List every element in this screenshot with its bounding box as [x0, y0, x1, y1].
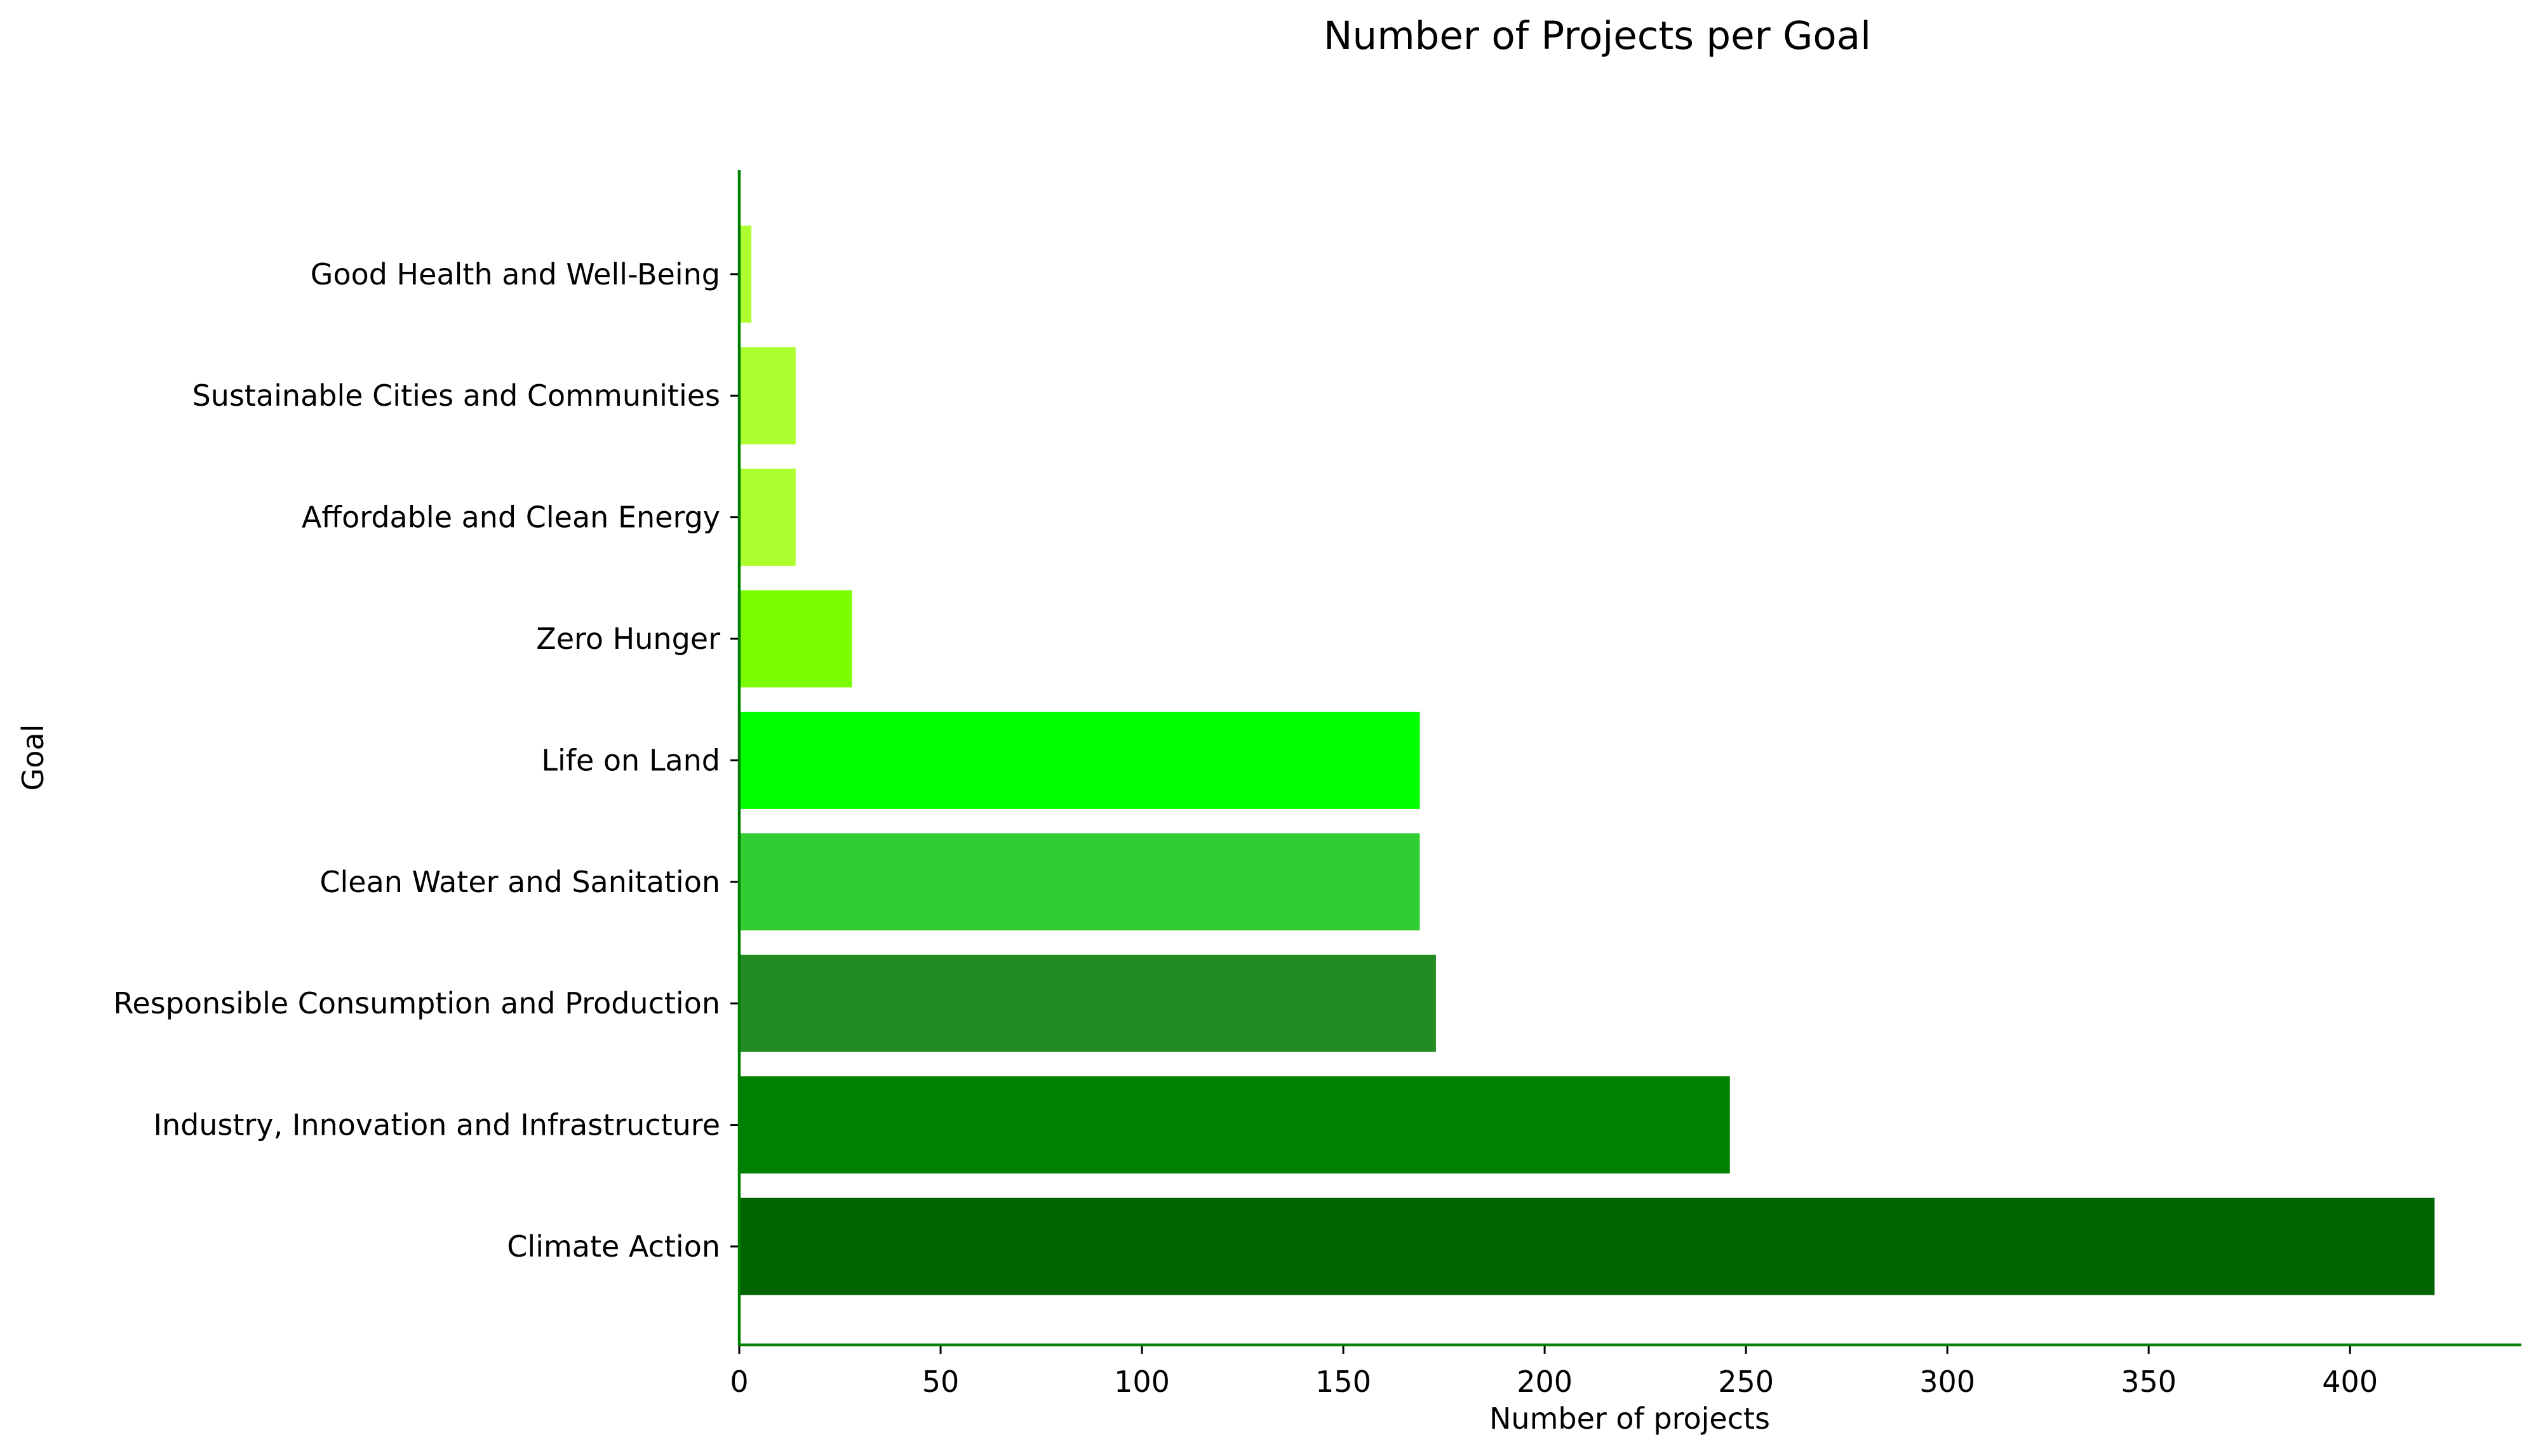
x-tick-label: 250 — [1718, 1365, 1774, 1399]
y-tick-label: Responsible Consumption and Production — [114, 986, 721, 1020]
y-ticks-group: Climate Action Industry, Innovation and I… — [114, 257, 739, 1264]
bar-life-on-land — [739, 711, 1420, 809]
y-tick-label: Good Health and Well-Being — [311, 257, 720, 291]
y-tick-label: Sustainable Cities and Communities — [192, 378, 720, 413]
x-tick-label: 300 — [1919, 1365, 1975, 1399]
x-tick-label: 50 — [922, 1365, 960, 1399]
bar-sustainable-cities-and-communities — [739, 347, 796, 444]
x-tick-label: 350 — [2121, 1365, 2177, 1399]
x-tick-label: 400 — [2322, 1365, 2378, 1399]
bar-industry-innovation-and-infrastructure — [739, 1076, 1730, 1174]
x-ticks-group: 0 50 100 150 200 250 300 350 400 — [730, 1345, 2378, 1399]
x-tick-label: 150 — [1315, 1365, 1371, 1399]
chart-title: Number of Projects per Goal — [1324, 13, 1871, 58]
bar-responsible-consumption-and-production — [739, 954, 1436, 1052]
y-axis-label: Goal — [16, 725, 50, 791]
y-tick-label: Industry, Innovation and Infrastructure — [153, 1108, 720, 1142]
y-tick-label: Life on Land — [541, 743, 720, 777]
bar-clean-water-and-sanitation — [739, 833, 1420, 931]
x-tick-label: 100 — [1114, 1365, 1170, 1399]
bar-climate-action — [739, 1198, 2435, 1295]
y-tick-label: Clean Water and Sanitation — [319, 865, 720, 899]
x-axis-label: Number of projects — [1489, 1401, 1770, 1436]
bar-zero-hunger — [739, 590, 852, 688]
bars-group — [739, 225, 2435, 1295]
y-tick-label: Climate Action — [507, 1229, 720, 1264]
bar-affordable-and-clean-energy — [739, 469, 796, 566]
x-tick-label: 0 — [730, 1365, 748, 1399]
y-tick-label: Affordable and Clean Energy — [302, 500, 720, 535]
y-tick-label: Zero Hunger — [536, 622, 720, 656]
x-tick-label: 200 — [1517, 1365, 1573, 1399]
bar-good-health-and-well-being — [739, 225, 752, 323]
